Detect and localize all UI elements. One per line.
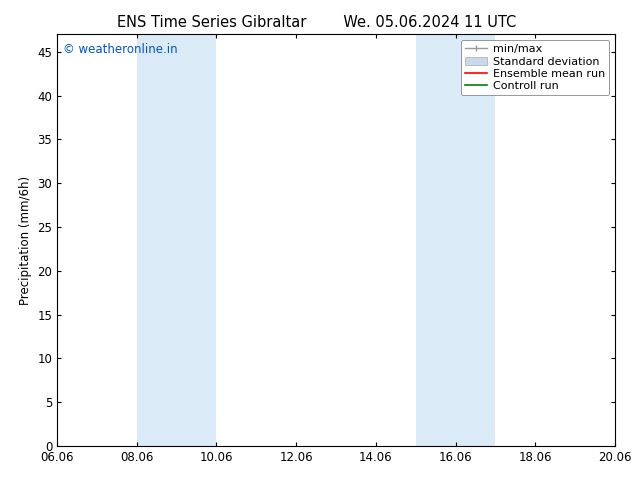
Text: ENS Time Series Gibraltar        We. 05.06.2024 11 UTC: ENS Time Series Gibraltar We. 05.06.2024… — [117, 15, 517, 30]
Text: © weatheronline.in: © weatheronline.in — [63, 43, 178, 55]
Bar — [137, 34, 216, 446]
Y-axis label: Precipitation (mm/6h): Precipitation (mm/6h) — [19, 175, 32, 305]
Bar — [416, 34, 495, 446]
Legend: min/max, Standard deviation, Ensemble mean run, Controll run: min/max, Standard deviation, Ensemble me… — [460, 40, 609, 96]
